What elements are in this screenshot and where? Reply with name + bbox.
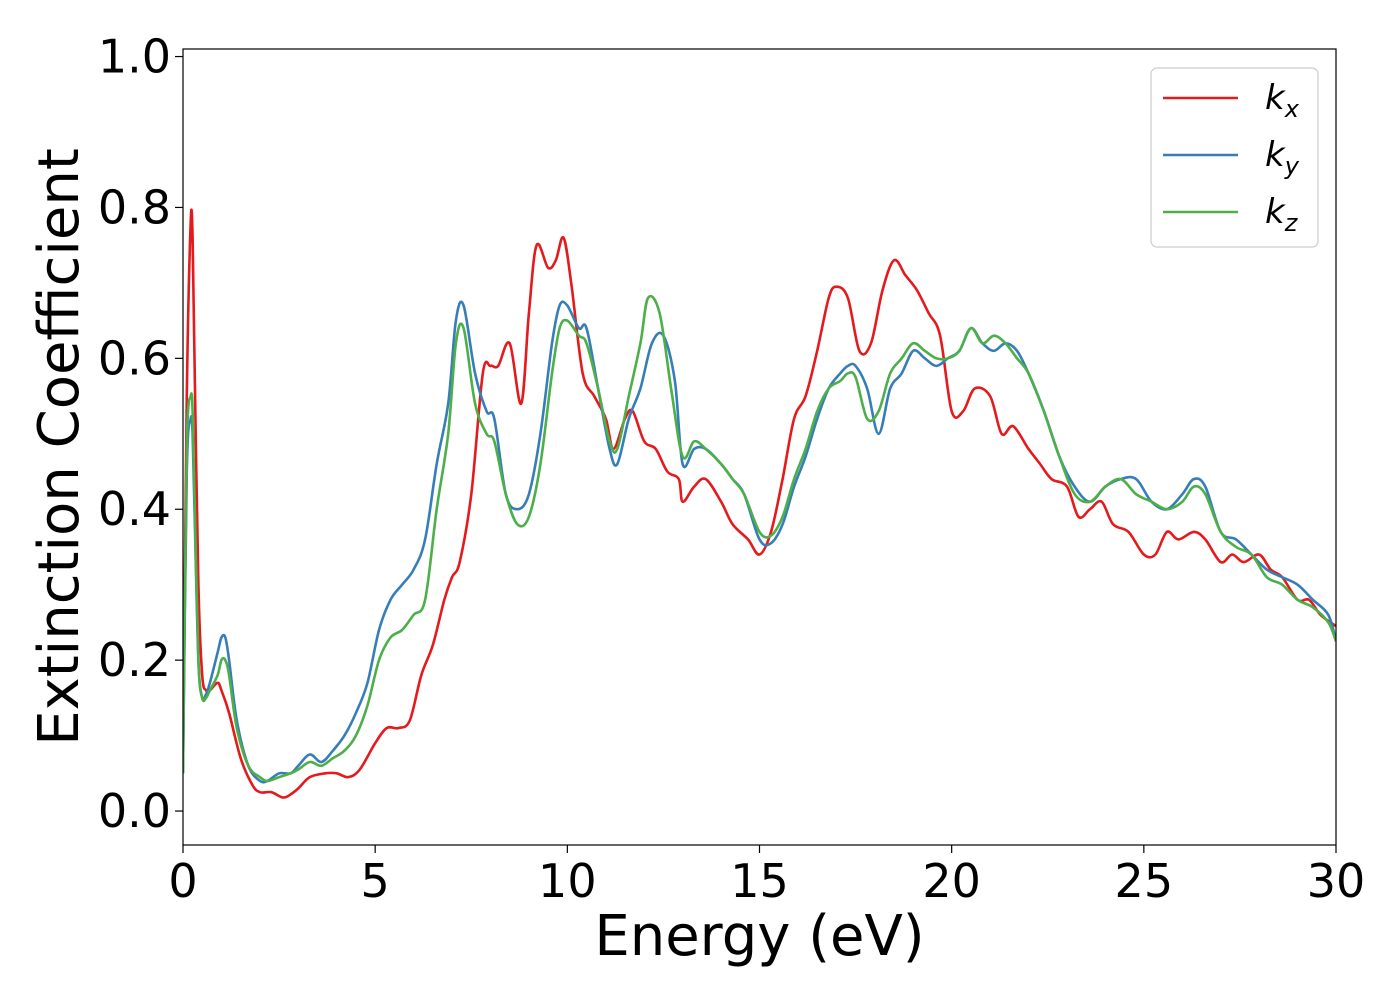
legend-label-kz: kz xyxy=(1265,192,1299,237)
y-tick-label: 0.4 xyxy=(98,482,171,536)
x-tick-label: 0 xyxy=(168,854,197,908)
x-tick-label: 5 xyxy=(361,854,390,908)
y-tick-label: 0.2 xyxy=(98,633,171,687)
series-line-kz xyxy=(183,294,1336,783)
x-tick-label: 25 xyxy=(1115,854,1174,908)
y-tick-label: 1.0 xyxy=(98,30,171,84)
legend-label-ky: ky xyxy=(1265,135,1300,180)
series-layer xyxy=(183,208,1336,799)
y-tick-label: 0.6 xyxy=(98,331,171,385)
x-tick-label: 20 xyxy=(922,854,981,908)
y-tick-label: 0.8 xyxy=(98,180,171,234)
legend-label-kx: kx xyxy=(1265,78,1300,123)
x-axis-label: Energy (eV) xyxy=(594,904,924,969)
legend: kx ky kz xyxy=(1150,67,1319,248)
legend-box xyxy=(1150,67,1319,248)
ticks-layer: 0 5 10 15 20 25 30 0.0 0.2 0.4 0.6 0.8 1.0 xyxy=(98,30,1365,908)
x-tick-label: 10 xyxy=(538,854,597,908)
y-axis-label: Extinction Coefficient xyxy=(27,148,92,746)
x-tick-label: 15 xyxy=(730,854,789,908)
y-tick-label: 0.0 xyxy=(98,784,171,838)
series-line-ky xyxy=(183,300,1336,784)
series-line-kx xyxy=(183,208,1336,799)
x-tick-label: 30 xyxy=(1307,854,1366,908)
